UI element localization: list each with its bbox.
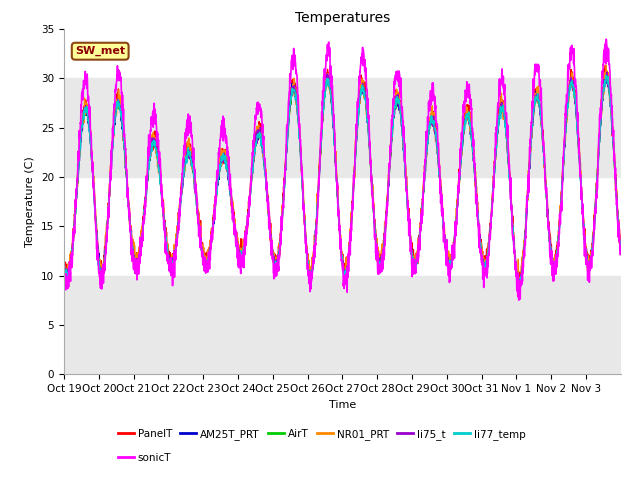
AirT	[609, 141, 617, 147]
AM25T_PRT	[516, 285, 524, 291]
PanelT	[510, 239, 518, 245]
Line: NR01_PRT: NR01_PRT	[64, 65, 621, 288]
li75_t	[609, 142, 617, 147]
li77_temp	[609, 143, 617, 148]
sonicT	[510, 250, 518, 256]
li75_t	[617, 249, 625, 255]
li77_temp	[236, 256, 244, 262]
AirT	[60, 264, 68, 269]
AirT	[236, 251, 244, 256]
li77_temp	[116, 101, 124, 107]
NR01_PRT	[542, 184, 550, 190]
li77_temp	[602, 72, 610, 78]
NR01_PRT	[609, 136, 617, 142]
sonicT	[617, 243, 625, 249]
PanelT	[602, 62, 609, 68]
li75_t	[510, 243, 518, 249]
NR01_PRT	[116, 101, 124, 107]
AM25T_PRT	[376, 262, 383, 268]
li75_t	[236, 252, 244, 257]
PanelT	[542, 178, 550, 183]
AirT	[542, 179, 550, 185]
AM25T_PRT	[609, 141, 617, 146]
li75_t	[376, 261, 383, 266]
X-axis label: Time: Time	[329, 400, 356, 409]
AirT	[376, 264, 383, 269]
li75_t	[515, 283, 523, 289]
NR01_PRT	[236, 248, 244, 253]
sonicT	[515, 297, 523, 303]
sonicT	[376, 267, 383, 273]
PanelT	[116, 97, 124, 103]
Line: li75_t: li75_t	[64, 72, 621, 286]
li75_t	[116, 103, 124, 109]
NR01_PRT	[602, 62, 610, 68]
AM25T_PRT	[602, 69, 610, 75]
li75_t	[60, 265, 68, 271]
AM25T_PRT	[60, 268, 68, 274]
AM25T_PRT	[617, 251, 625, 257]
sonicT	[542, 187, 550, 193]
Line: AM25T_PRT: AM25T_PRT	[64, 72, 621, 288]
li77_temp	[376, 260, 383, 265]
sonicT	[60, 261, 68, 267]
li77_temp	[510, 242, 518, 248]
PanelT	[617, 249, 625, 255]
AirT	[603, 72, 611, 78]
Y-axis label: Temperature (C): Temperature (C)	[26, 156, 35, 247]
sonicT	[609, 133, 617, 139]
AM25T_PRT	[542, 179, 550, 185]
NR01_PRT	[60, 264, 68, 269]
NR01_PRT	[617, 251, 625, 256]
AirT	[116, 101, 124, 107]
Text: SW_met: SW_met	[75, 46, 125, 56]
PanelT	[515, 282, 523, 288]
Line: li77_temp: li77_temp	[64, 75, 621, 286]
AM25T_PRT	[116, 102, 124, 108]
Bar	[64, 78, 621, 177]
li75_t	[603, 69, 611, 75]
NR01_PRT	[376, 262, 383, 267]
li77_temp	[60, 268, 68, 274]
Line: PanelT: PanelT	[64, 65, 621, 285]
li75_t	[542, 178, 550, 184]
sonicT	[236, 250, 244, 255]
PanelT	[376, 262, 383, 267]
Bar	[64, 276, 621, 374]
AirT	[617, 250, 625, 256]
li77_temp	[515, 283, 522, 289]
sonicT	[116, 74, 124, 80]
Title: Temperatures: Temperatures	[295, 11, 390, 25]
NR01_PRT	[510, 240, 518, 245]
AM25T_PRT	[236, 255, 244, 261]
NR01_PRT	[515, 286, 523, 291]
Line: sonicT: sonicT	[64, 39, 621, 300]
Legend: sonicT: sonicT	[114, 449, 175, 467]
li77_temp	[617, 250, 625, 255]
PanelT	[609, 140, 617, 145]
PanelT	[60, 255, 68, 261]
AirT	[510, 241, 518, 247]
li77_temp	[542, 182, 550, 188]
sonicT	[602, 36, 610, 42]
AM25T_PRT	[510, 248, 518, 253]
AirT	[515, 285, 523, 290]
PanelT	[236, 248, 244, 253]
Line: AirT: AirT	[64, 75, 621, 288]
